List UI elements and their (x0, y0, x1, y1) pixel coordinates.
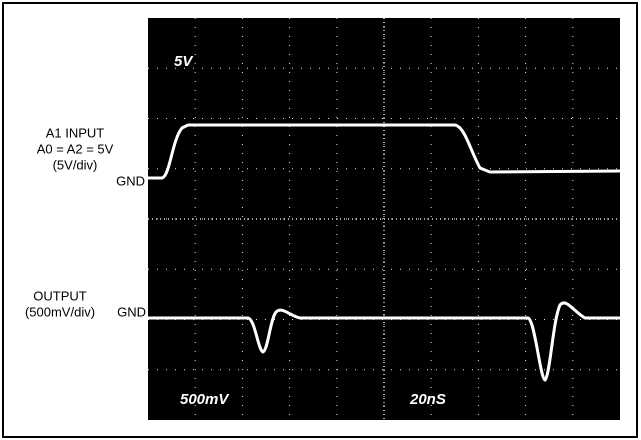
channel-label: A0 = A2 = 5V (37, 141, 114, 156)
channel-label: (500mV/div) (25, 304, 95, 319)
channel-label: A1 INPUT (46, 125, 105, 140)
ground-label: GND (117, 304, 146, 319)
channel-label: (5V/div) (53, 157, 98, 172)
input-trace (148, 123, 621, 180)
ground-label: GND (116, 173, 145, 188)
volts-bottom-label: 500mV (180, 391, 230, 408)
output-trace (148, 301, 620, 382)
time-label: 20nS (409, 391, 446, 408)
grid (148, 18, 620, 420)
volts-top-label: 5V (174, 53, 194, 70)
channel-label: OUTPUT (33, 288, 87, 303)
